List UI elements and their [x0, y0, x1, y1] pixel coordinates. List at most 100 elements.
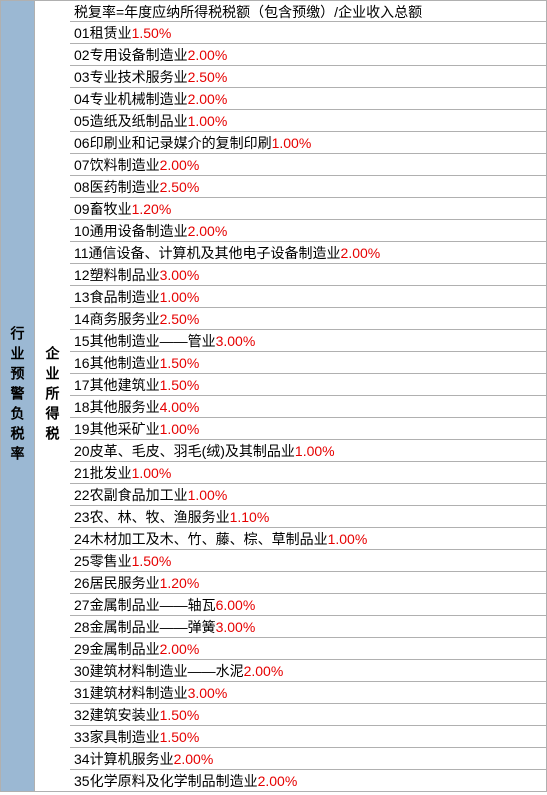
row-label: 专业技术服务业 — [90, 66, 188, 87]
row-rate: 2.00% — [160, 638, 200, 659]
row-label: 金属制品业——轴瓦 — [90, 594, 216, 615]
row-rate: 2.00% — [174, 748, 214, 769]
row-number: 17 — [74, 374, 90, 395]
left-category-label: 行业预警负税率 — [8, 326, 28, 466]
table-row: 09 畜牧业 1.20% — [70, 198, 547, 220]
row-label: 零售业 — [90, 550, 132, 571]
row-number: 23 — [74, 506, 90, 527]
row-rate: 1.00% — [188, 484, 228, 505]
table-row: 06 印刷业和记录媒介的复制印刷 1.00% — [70, 132, 547, 154]
row-number: 01 — [74, 22, 90, 43]
row-label: 印刷业和记录媒介的复制印刷 — [90, 132, 272, 153]
row-rate: 2.50% — [188, 66, 228, 87]
table-row: 15 其他制造业——管业 3.00% — [70, 330, 547, 352]
row-label: 农副食品加工业 — [90, 484, 188, 505]
row-number: 29 — [74, 638, 90, 659]
row-number: 27 — [74, 594, 90, 615]
row-number: 09 — [74, 198, 90, 219]
row-number: 10 — [74, 220, 90, 241]
row-number: 16 — [74, 352, 90, 373]
row-label: 化学原料及化学制品制造业 — [90, 770, 258, 791]
row-rate: 1.10% — [230, 506, 270, 527]
row-number: 11 — [74, 242, 89, 263]
table-row: 24 木材加工及木、竹、藤、棕、草制品业 1.00% — [70, 528, 547, 550]
row-label: 通用设备制造业 — [90, 220, 188, 241]
row-rate: 1.00% — [272, 132, 312, 153]
table-row: 17 其他建筑业 1.50% — [70, 374, 547, 396]
row-number: 30 — [74, 660, 90, 681]
table-row: 03 专业技术服务业 2.50% — [70, 66, 547, 88]
row-label: 建筑材料制造业 — [90, 682, 188, 703]
row-number: 05 — [74, 110, 90, 131]
row-number: 04 — [74, 88, 90, 109]
row-rate: 2.00% — [244, 660, 284, 681]
table-row: 11 通信设备、计算机及其他电子设备制造业2.00% — [70, 242, 547, 264]
row-label: 医药制造业 — [90, 176, 160, 197]
row-label: 金属制品业——弹簧 — [90, 616, 216, 637]
table-row: 23 农、林、牧、渔服务业 1.10% — [70, 506, 547, 528]
row-number: 19 — [74, 418, 90, 439]
row-rate: 3.00% — [160, 264, 200, 285]
table-row: 07 饮料制造业 2.00% — [70, 154, 547, 176]
row-rate: 2.00% — [188, 44, 228, 65]
table-row: 16 其他制造业 1.50% — [70, 352, 547, 374]
row-label: 计算机服务业 — [90, 748, 174, 769]
row-label: 其他服务业 — [90, 396, 160, 417]
row-rate: 1.00% — [328, 528, 368, 549]
table-row: 14 商务服务业 2.50% — [70, 308, 547, 330]
row-number: 12 — [74, 264, 90, 285]
table-row: 30 建筑材料制造业——水泥 2.00% — [70, 660, 547, 682]
row-rate: 1.50% — [132, 550, 172, 571]
table-row: 22 农副食品加工业 1.00% — [70, 484, 547, 506]
row-label: 塑料制品业 — [90, 264, 160, 285]
row-label: 皮革、毛皮、羽毛(绒)及其制品业 — [90, 440, 295, 461]
row-rate: 4.00% — [160, 396, 200, 417]
row-rate: 3.00% — [216, 616, 256, 637]
row-rate: 2.00% — [160, 154, 200, 175]
row-rate: 1.50% — [160, 704, 200, 725]
row-rate: 1.00% — [160, 286, 200, 307]
row-rate: 1.00% — [160, 418, 200, 439]
row-rate: 2.00% — [188, 220, 228, 241]
row-number: 35 — [74, 770, 90, 791]
row-number: 08 — [74, 176, 90, 197]
table-row: 21 批发业 1.00% — [70, 462, 547, 484]
row-rate: 1.50% — [160, 374, 200, 395]
rows-container: 01 租赁业 1.50%02 专用设备制造业 2.00%03 专业技术服务业 2… — [70, 22, 547, 792]
row-label: 租赁业 — [90, 22, 132, 43]
row-label: 商务服务业 — [90, 308, 160, 329]
row-number: 03 — [74, 66, 90, 87]
row-number: 21 — [74, 462, 90, 483]
row-number: 15 — [74, 330, 90, 351]
row-rate: 2.00% — [258, 770, 298, 791]
row-number: 13 — [74, 286, 90, 307]
row-rate: 1.20% — [160, 572, 200, 593]
row-rate: 2.50% — [160, 176, 200, 197]
table-row: 25 零售业 1.50% — [70, 550, 547, 572]
table-row: 13 食品制造业 1.00% — [70, 286, 547, 308]
row-rate: 3.00% — [188, 682, 228, 703]
row-label: 其他建筑业 — [90, 374, 160, 395]
table-row: 04 专业机械制造业 2.00% — [70, 88, 547, 110]
table-row: 28 金属制品业——弹簧 3.00% — [70, 616, 547, 638]
row-rate: 1.50% — [160, 352, 200, 373]
row-rate: 2.00% — [341, 242, 381, 263]
row-rate: 1.50% — [132, 22, 172, 43]
row-label: 木材加工及木、竹、藤、棕、草制品业 — [90, 528, 328, 549]
table-row: 20 皮革、毛皮、羽毛(绒)及其制品业1.00% — [70, 440, 547, 462]
row-label: 其他制造业——管业 — [90, 330, 216, 351]
row-rate: 3.00% — [216, 330, 256, 351]
row-number: 06 — [74, 132, 90, 153]
table-row: 31 建筑材料制造业 3.00% — [70, 682, 547, 704]
row-label: 造纸及纸制品业 — [90, 110, 188, 131]
row-number: 31 — [74, 682, 90, 703]
table-row: 29金属制品业 2.00% — [70, 638, 547, 660]
row-label: 批发业 — [90, 462, 132, 483]
table-row: 08 医药制造业 2.50% — [70, 176, 547, 198]
table-row: 35 化学原料及化学制品制造业 2.00% — [70, 770, 547, 792]
data-column: 税复率=年度应纳所得税税额（包含预缴）/企业收入总额 01 租赁业 1.50%0… — [70, 0, 547, 792]
row-label: 通信设备、计算机及其他电子设备制造业 — [89, 242, 341, 263]
table-row: 12 塑料制品业 3.00% — [70, 264, 547, 286]
row-number: 02 — [74, 44, 90, 65]
table-row: 05 造纸及纸制品业 1.00% — [70, 110, 547, 132]
